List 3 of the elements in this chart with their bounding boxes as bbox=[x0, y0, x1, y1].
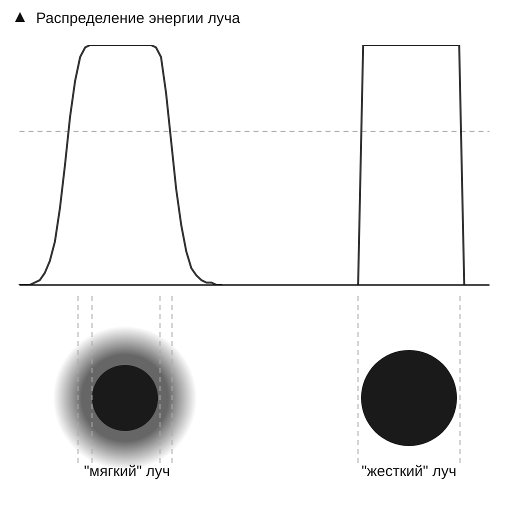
chart-title: Распределение энергии луча bbox=[36, 10, 240, 27]
text: "жесткий" луч bbox=[360, 463, 458, 480]
text: "мягкий" луч bbox=[82, 463, 172, 480]
